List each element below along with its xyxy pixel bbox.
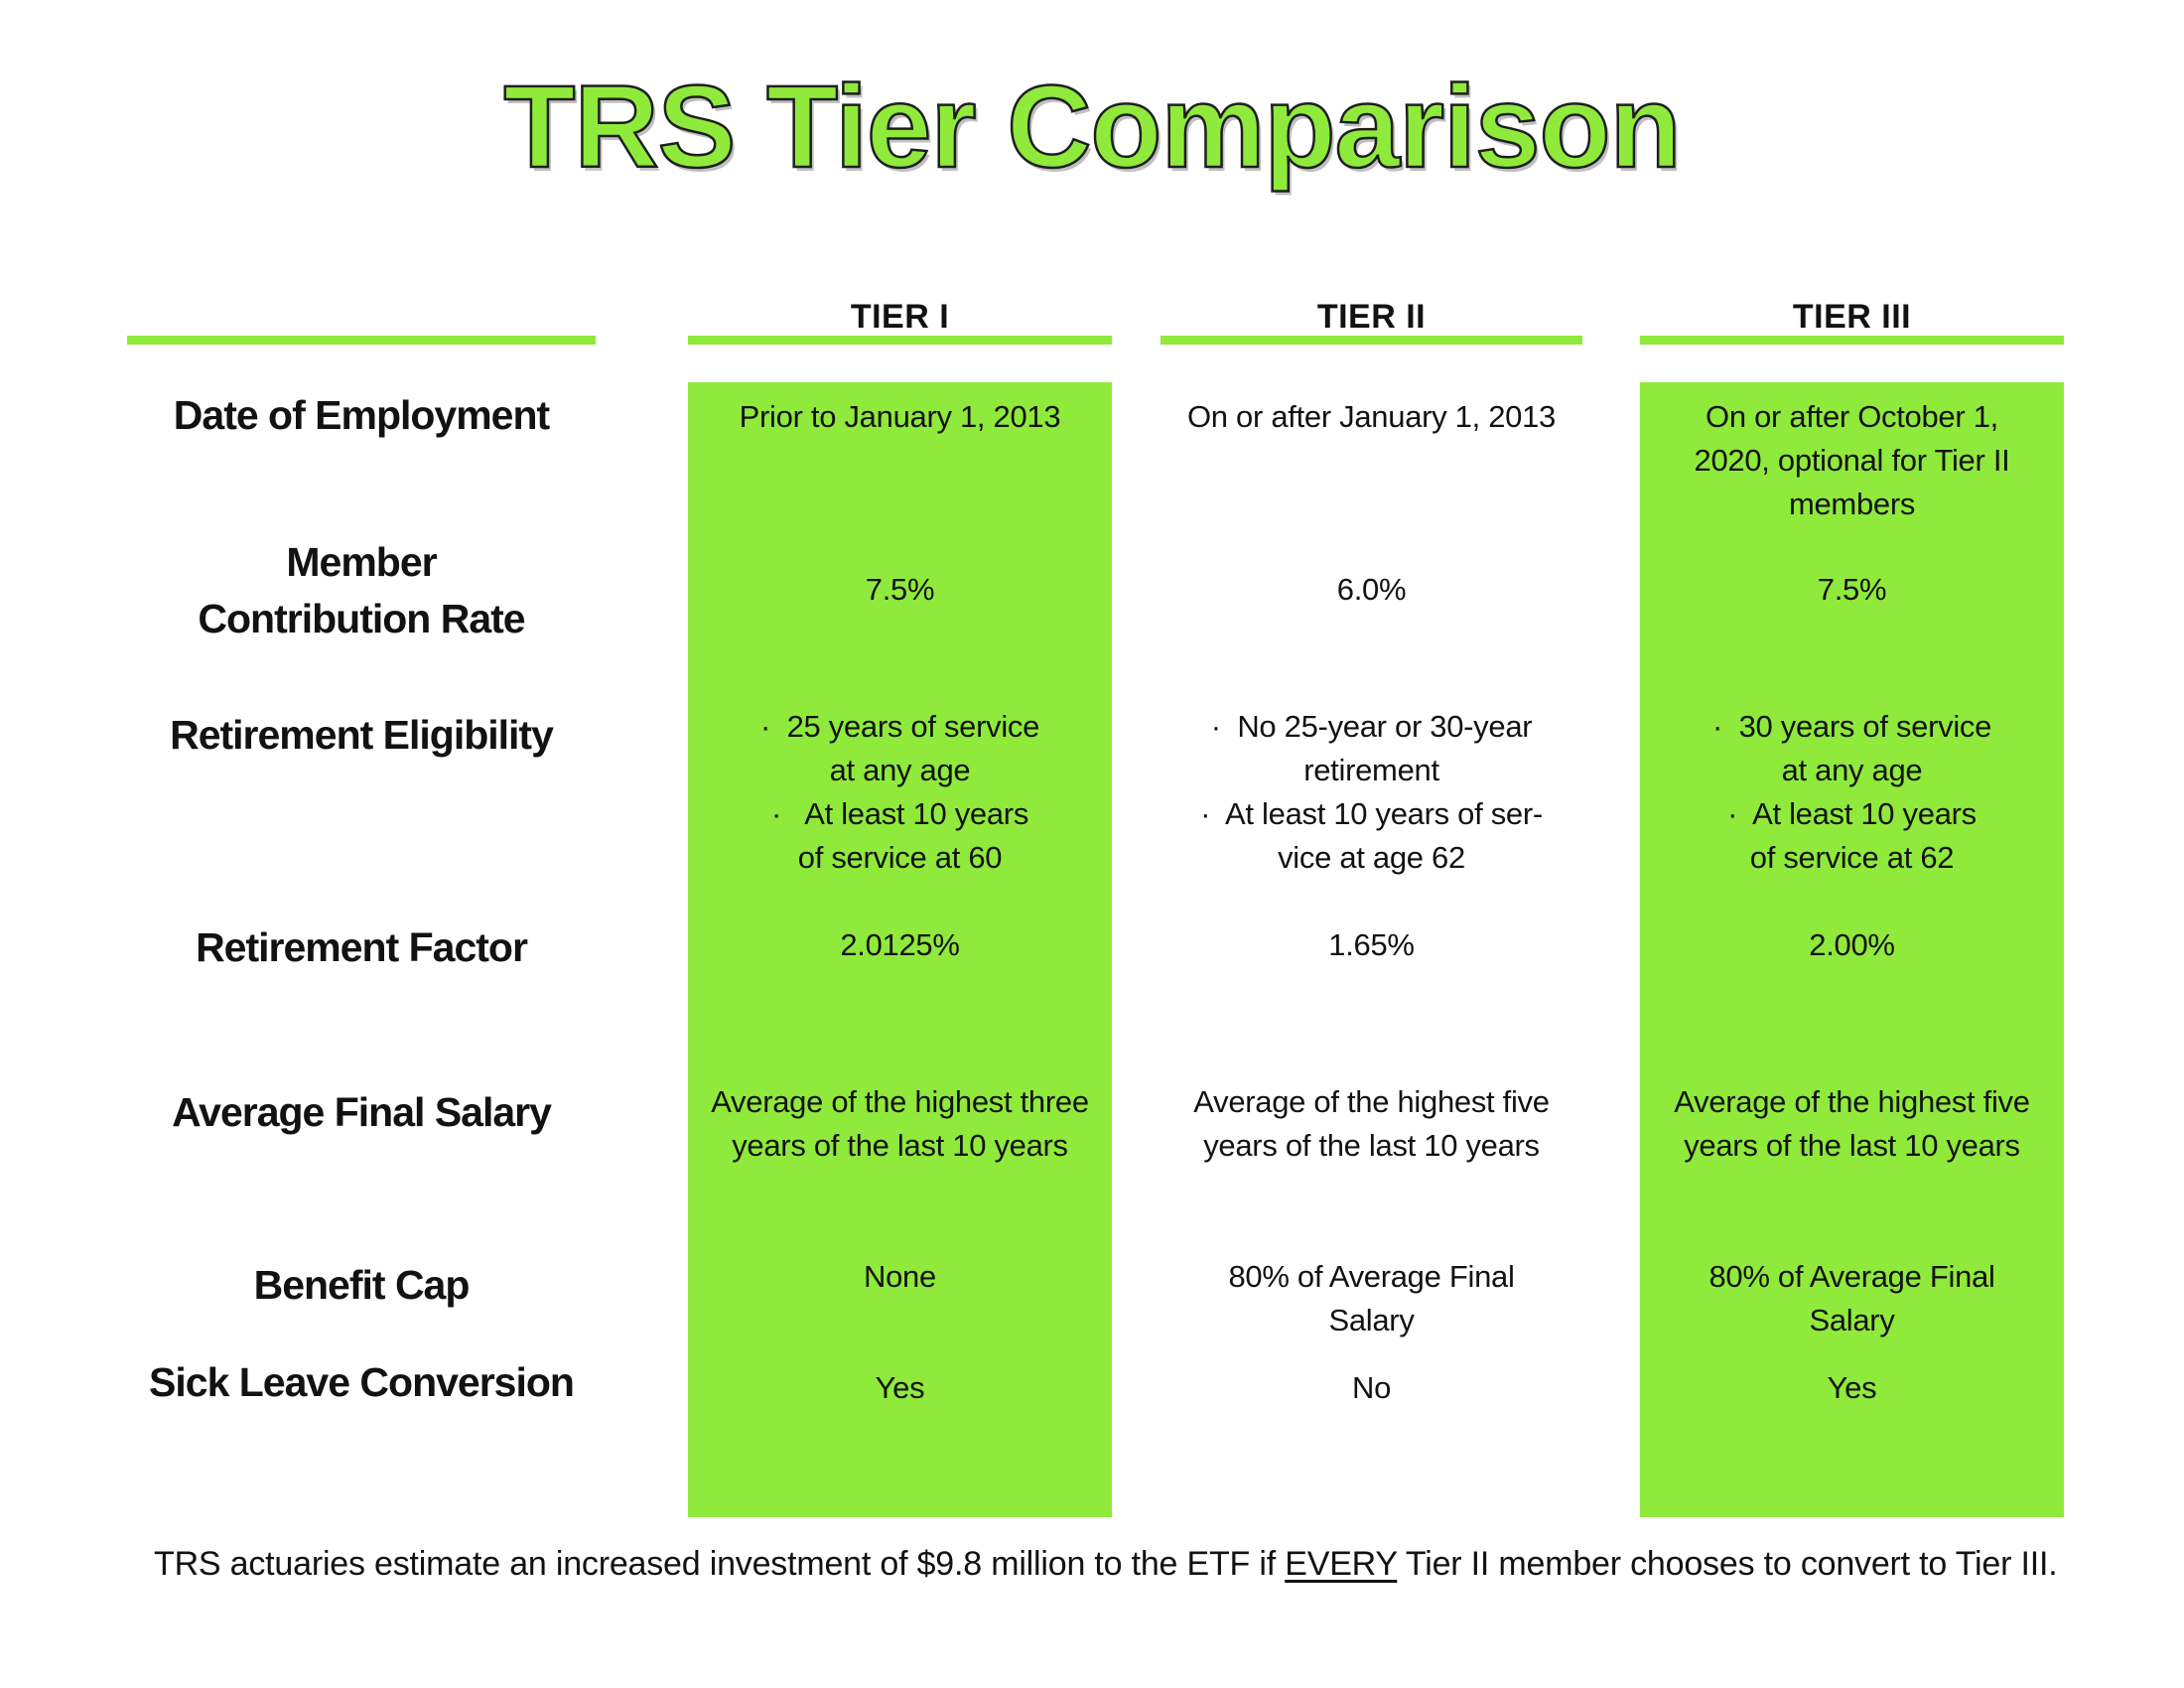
cell-date-of-employment-tier2: On or after January 1, 2013: [1186, 399, 1556, 434]
cell-member-contribution-rate-tier1: 7.5%: [865, 572, 935, 607]
cell-retirement-factor-tier2: 1.65%: [1328, 927, 1415, 962]
row-label-sick-leave-conversion: Sick Leave Conversion: [149, 1359, 575, 1405]
tier1-underline-bar: [688, 336, 1112, 345]
tier3-column-header: TIER III: [1792, 298, 1912, 336]
row-label-date-of-employment: Date of Employment: [173, 392, 550, 438]
cell-retirement-factor-tier3: 2.00%: [1809, 927, 1895, 962]
cell-retirement-eligibility-tier2: · No 25-year or 30-year retirement · At …: [1200, 709, 1543, 876]
tier3-column-background: [1640, 382, 2064, 1517]
cell-average-final-salary-tier2: Average of the highest five years of the…: [1193, 1084, 1550, 1164]
cell-sick-leave-conversion-tier2: No: [1351, 1370, 1392, 1405]
footer-note-underlined-word: EVERY: [1285, 1545, 1398, 1583]
tier1-column-background: [688, 382, 1112, 1517]
tier2-column-header: TIER II: [1316, 298, 1427, 336]
row-label-member-contribution-rate: Member Contribution Rate: [198, 539, 525, 641]
cell-benefit-cap-tier1: None: [864, 1259, 936, 1294]
cell-member-contribution-rate-tier3: 7.5%: [1817, 572, 1887, 607]
cell-date-of-employment-tier3: On or after October 1, 2020, optional fo…: [1694, 399, 2010, 522]
label-column-underline-bar: [127, 336, 596, 345]
cell-sick-leave-conversion-tier1: Yes: [875, 1370, 925, 1405]
cell-benefit-cap-tier3: 80% of Average Final Salary: [1708, 1259, 1995, 1338]
tier2-underline-bar: [1160, 336, 1582, 345]
footer-note: TRS actuaries estimate an increased inve…: [154, 1545, 2090, 1584]
page-title: TRS Tier Comparison: [502, 61, 1683, 195]
tier3-underline-bar: [1640, 336, 2064, 345]
cell-member-contribution-rate-tier2: 6.0%: [1336, 572, 1407, 607]
cell-sick-leave-conversion-tier3: Yes: [1827, 1370, 1877, 1405]
row-label-retirement-eligibility: Retirement Eligibility: [170, 712, 554, 758]
tier1-column-header: TIER I: [850, 298, 950, 336]
row-label-benefit-cap: Benefit Cap: [253, 1262, 471, 1308]
row-label-average-final-salary: Average Final Salary: [172, 1089, 552, 1135]
cell-retirement-factor-tier1: 2.0125%: [840, 927, 960, 962]
cell-retirement-eligibility-tier3: · 30 years of service at any age · At le…: [1711, 709, 1992, 876]
cell-retirement-eligibility-tier1: · 25 years of service at any age · At le…: [759, 709, 1040, 876]
footer-note-suffix: Tier II member chooses to convert to Tie…: [1397, 1545, 2058, 1583]
cell-date-of-employment-tier1: Prior to January 1, 2013: [739, 399, 1061, 434]
cell-average-final-salary-tier3: Average of the highest five years of the…: [1674, 1084, 2030, 1164]
footer-note-prefix: TRS actuaries estimate an increased inve…: [154, 1545, 1286, 1583]
cell-average-final-salary-tier1: Average of the highest three years of th…: [711, 1084, 1089, 1164]
cell-benefit-cap-tier2: 80% of Average Final Salary: [1228, 1259, 1515, 1338]
row-label-retirement-factor: Retirement Factor: [196, 924, 528, 970]
